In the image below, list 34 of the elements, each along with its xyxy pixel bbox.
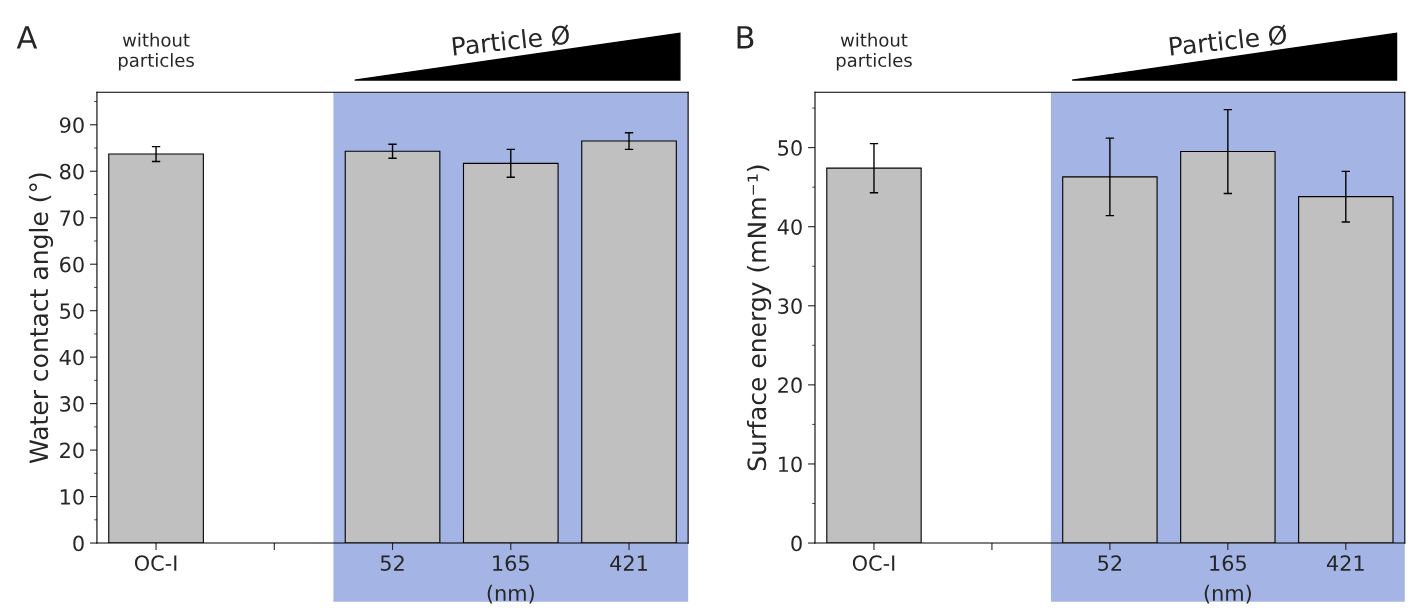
y-tick-label: 20 bbox=[778, 377, 802, 394]
x-tick-label: 421 bbox=[610, 555, 647, 571]
y-tick-label: 30 bbox=[778, 298, 802, 314]
y-tick-label: 10 bbox=[60, 489, 84, 505]
y-tick-label: 40 bbox=[777, 219, 802, 235]
x-tick-label: 421 bbox=[1326, 555, 1364, 571]
y-tick-label: 80 bbox=[60, 163, 84, 180]
x-tick-label: 165 bbox=[493, 555, 529, 571]
y-tick-label: 0 bbox=[73, 535, 84, 552]
x-tick-label: 52 bbox=[1098, 555, 1122, 571]
y-tick-label: 90 bbox=[59, 117, 84, 133]
text: Particle Ø bbox=[452, 24, 571, 57]
x-tick-label: 165 bbox=[1210, 555, 1246, 571]
text: Particle Ø bbox=[1169, 24, 1288, 57]
y-tick-label: 50 bbox=[778, 140, 802, 156]
y-tick-label: 70 bbox=[60, 210, 84, 226]
x-tick-label: OC-I bbox=[134, 555, 177, 571]
x-tick-label: 52 bbox=[380, 555, 404, 571]
y-tick-label: 0 bbox=[791, 535, 802, 552]
text: (nm) bbox=[1204, 584, 1251, 604]
y-tick-label: 60 bbox=[60, 256, 84, 273]
text: without particles bbox=[118, 32, 194, 71]
text: without particles bbox=[836, 32, 912, 71]
text: (nm) bbox=[487, 584, 534, 604]
x-tick-label: OC-I bbox=[852, 555, 895, 571]
y-tick-label: 40 bbox=[59, 349, 84, 366]
chart-title: B bbox=[737, 26, 754, 49]
chart-title: A bbox=[16, 26, 38, 49]
y-tick-label: 20 bbox=[60, 442, 84, 459]
y-axis-title: Surface energy (mNm⁻¹) bbox=[746, 165, 772, 471]
y-tick-label: 10 bbox=[778, 456, 802, 473]
y-tick-label: 50 bbox=[60, 303, 84, 319]
y-tick-label: 30 bbox=[60, 396, 84, 412]
y-axis-title: Water contact angle (°) bbox=[28, 173, 54, 464]
